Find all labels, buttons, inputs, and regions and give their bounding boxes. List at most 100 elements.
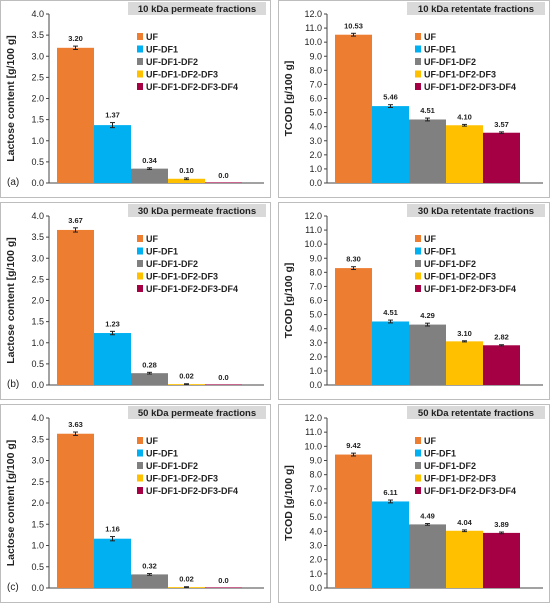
chart-svg: 0.0 0.5 1.0 1.5 2.0 2.5 3.0 3.5 4.0 Lactose conte… — [5, 204, 266, 390]
y-tick-label: 0.0 — [31, 583, 44, 593]
legend-swatch — [137, 462, 143, 469]
bar — [131, 574, 168, 588]
legend-swatch — [415, 474, 421, 482]
data-label: 4.51 — [420, 106, 435, 115]
legend-swatch — [137, 83, 143, 90]
chart-title-box — [407, 406, 545, 419]
y-tick-label: 6.0 — [309, 498, 322, 508]
legend-swatch — [137, 235, 143, 242]
legend-entry: UF — [424, 32, 436, 42]
legend-entry: UF — [424, 436, 436, 446]
bar — [483, 132, 520, 183]
legend-entry: UF-DF1-DF2-DF3-DF4 — [424, 284, 516, 294]
legend-entry: UF-DF1 — [424, 45, 456, 55]
legend-entry: UF-DF1-DF2-DF3 — [424, 474, 496, 484]
data-label: 9.42 — [346, 441, 361, 450]
legend-swatch — [415, 449, 421, 457]
y-tick-label: 5.0 — [309, 108, 322, 118]
bar — [409, 324, 446, 385]
legend-swatch — [415, 260, 421, 267]
data-label: 1.37 — [105, 111, 120, 120]
legend-swatch — [415, 437, 421, 444]
legend-swatch — [415, 272, 421, 280]
y-tick-label: 9.0 — [309, 253, 322, 263]
panel-label: (a) — [7, 177, 19, 188]
y-tick-label: 8.0 — [309, 470, 322, 480]
y-tick-label: 5.0 — [309, 310, 322, 320]
bar — [57, 47, 94, 183]
data-label: 4.51 — [383, 308, 398, 317]
legend-entry: UF — [146, 436, 158, 446]
chart-title-box — [128, 406, 266, 419]
panel-label: (c) — [7, 582, 19, 593]
legend-entry: UF-DF1-DF2-DF3-DF4 — [424, 82, 516, 92]
bar — [94, 125, 131, 183]
y-tick-label: 1.0 — [31, 136, 44, 146]
bar — [205, 384, 242, 385]
y-tick-label: 0.5 — [31, 359, 44, 369]
data-label: 0.10 — [179, 166, 194, 175]
bar — [94, 538, 131, 588]
legend-swatch — [137, 437, 143, 444]
y-tick-label: 3.5 — [31, 232, 44, 242]
bar — [446, 341, 483, 385]
legend-entry: UF-DF1-DF2 — [146, 259, 198, 269]
y-tick-label: 2.5 — [31, 477, 44, 487]
data-label: 0.02 — [179, 372, 194, 381]
chart-svg: 0.0 0.5 1.0 1.5 2.0 2.5 3.0 3.5 4.0 Lactose conte… — [5, 406, 266, 593]
legend-swatch — [137, 70, 143, 78]
y-tick-label: 3.0 — [309, 541, 322, 551]
data-label: 0.0 — [218, 576, 228, 585]
y-axis-title: TCOD [g/100 g] — [283, 61, 295, 137]
data-label: 3.20 — [68, 34, 83, 43]
y-tick-label: 8.0 — [309, 267, 322, 277]
data-label: 2.82 — [494, 333, 509, 342]
legend-entry: UF-DF1 — [146, 45, 178, 55]
y-tick-label: 11.0 — [305, 23, 322, 33]
y-tick-label: 2.0 — [31, 296, 44, 306]
bar — [372, 321, 409, 385]
legend-entry: UF-DF1 — [424, 247, 456, 257]
legend-swatch — [137, 45, 143, 53]
y-tick-label: 7.0 — [309, 281, 322, 291]
bar — [168, 178, 205, 183]
y-tick-label: 12.0 — [304, 413, 322, 423]
y-tick-label: 1.0 — [31, 338, 44, 348]
chart-title: 10 kDa permeate fractions — [138, 4, 256, 15]
legend-swatch — [137, 33, 143, 40]
y-tick-label: 1.5 — [31, 317, 44, 327]
y-tick-label: 1.0 — [309, 569, 322, 579]
y-tick-label: 4.0 — [31, 211, 44, 221]
legend-swatch — [415, 33, 421, 40]
y-tick-label: 6.0 — [309, 296, 322, 306]
y-tick-label: 8.0 — [309, 65, 322, 75]
chart-svg: 0.0 0.5 1.0 1.5 2.0 2.5 3.0 3.5 4.0 Lactose conte… — [5, 2, 266, 188]
y-axis-title: Lactose content [g/100 g] — [5, 35, 17, 162]
y-tick-label: 2.5 — [31, 72, 44, 82]
bar — [335, 454, 372, 588]
bar — [446, 125, 483, 183]
data-label: 0.28 — [142, 360, 157, 369]
y-tick-label: 0.5 — [31, 562, 44, 572]
chart-title: 30 kDa permeate fractions — [138, 206, 256, 217]
y-tick-label: 3.5 — [31, 434, 44, 444]
data-label: 4.49 — [420, 512, 435, 521]
legend-swatch — [137, 272, 143, 280]
y-tick-label: 0.0 — [31, 178, 44, 188]
y-tick-label: 1.0 — [31, 541, 44, 551]
y-tick-label: 12.0 — [304, 211, 322, 221]
data-label: 3.89 — [494, 520, 509, 529]
y-tick-label: 7.0 — [309, 484, 322, 494]
bar — [57, 229, 94, 385]
y-tick-label: 3.0 — [31, 51, 44, 61]
legend-swatch — [415, 247, 421, 255]
data-label: 6.11 — [383, 488, 397, 497]
y-tick-label: 1.0 — [309, 366, 322, 376]
chart-panel: 0.0 1.0 2.0 3.0 4.0 5.0 6.0 7.0 8.0 9.0 10.0 11.0 12… — [278, 202, 550, 400]
y-tick-label: 11.0 — [305, 427, 322, 437]
data-label: 5.46 — [383, 93, 398, 102]
chart-panel: 0.0 0.5 1.0 1.5 2.0 2.5 3.0 3.5 4.0 Lactose conte… — [0, 202, 271, 400]
chart-svg: 0.0 1.0 2.0 3.0 4.0 5.0 6.0 7.0 8.0 9.0 10.0 11.0 12… — [283, 406, 545, 593]
legend-entry: UF-DF1 — [424, 449, 456, 459]
